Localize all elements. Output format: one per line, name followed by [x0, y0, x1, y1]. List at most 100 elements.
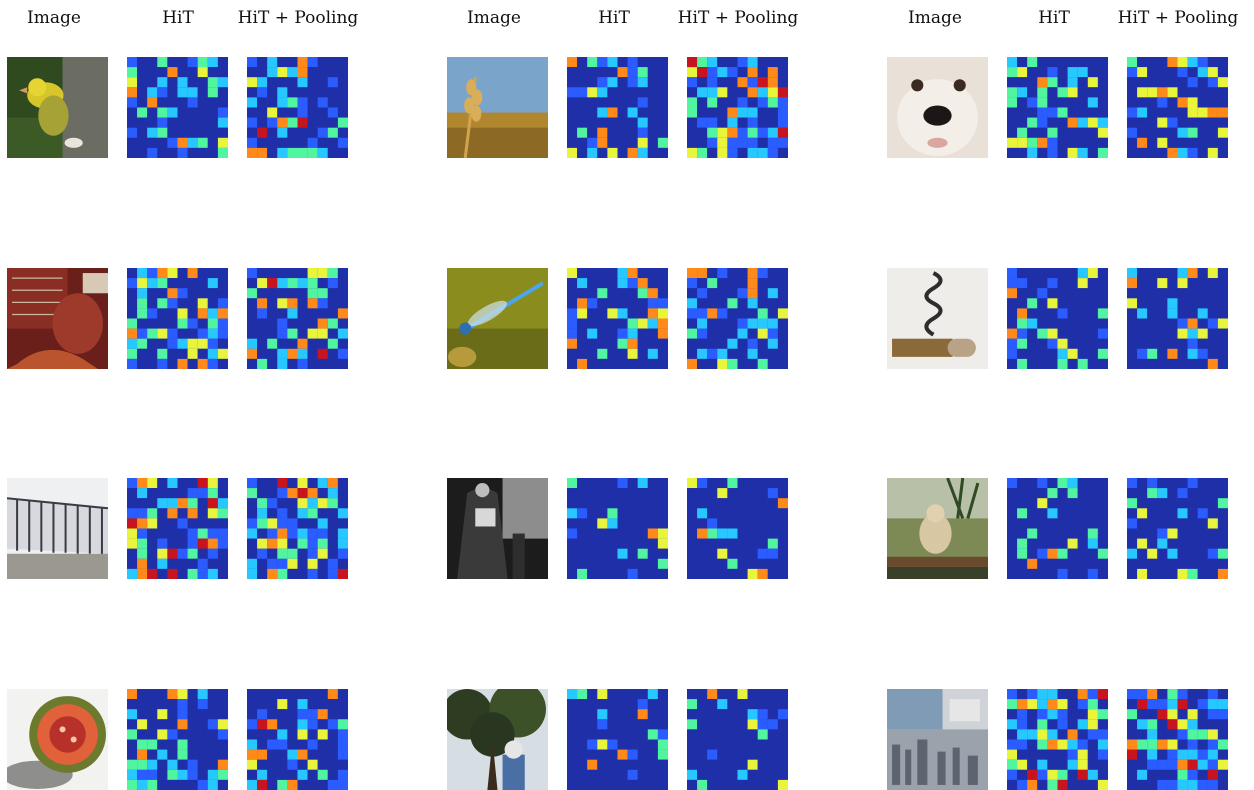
heatmap-cell — [1127, 759, 1138, 770]
heatmap-cell — [1047, 548, 1058, 559]
heatmap-cell — [1097, 699, 1108, 710]
heatmap-cell — [147, 568, 158, 579]
heatmap-cell — [737, 318, 748, 329]
heatmap-cell — [1207, 127, 1218, 138]
heatmap-cell — [747, 147, 758, 158]
heatmap-cell — [1207, 558, 1218, 569]
heatmap-cell — [257, 127, 268, 138]
heatmap-cell — [167, 699, 178, 710]
heatmap-hit-pooling-cloth — [247, 268, 348, 369]
heatmap-cell — [1147, 127, 1158, 138]
heatmap-cell — [217, 548, 228, 559]
heatmap-cell — [337, 358, 348, 369]
heatmap-cell — [1217, 759, 1228, 770]
heatmap-cell — [1037, 288, 1048, 299]
heatmap-cell — [587, 518, 598, 529]
heatmap-cell — [767, 779, 778, 790]
heatmap-cell — [217, 729, 228, 740]
heatmap-cell — [247, 719, 258, 730]
heatmap-cell — [1027, 278, 1038, 289]
heatmap-cell — [337, 318, 348, 329]
header-image-1: Image — [27, 8, 81, 28]
heatmap-cell — [1167, 558, 1178, 569]
heatmap-cell — [687, 318, 698, 329]
heatmap-cell — [337, 87, 348, 98]
heatmap-cell — [1007, 308, 1018, 319]
heatmap-cell — [1047, 568, 1058, 579]
heatmap-cell — [1077, 568, 1088, 579]
heatmap-cell — [1087, 298, 1098, 309]
heatmap-cell — [617, 268, 628, 279]
heatmap-cell — [127, 147, 138, 158]
heatmap-cell — [197, 77, 208, 88]
heatmap-cell — [137, 308, 148, 319]
heatmap-cell — [1147, 508, 1158, 519]
heatmap-cell — [1197, 749, 1208, 760]
heatmap-cell — [707, 308, 718, 319]
heatmap-cell — [757, 478, 768, 489]
heatmap-cell — [287, 779, 298, 790]
header-hit-pooling-2: HiT + Pooling — [677, 8, 799, 28]
heatmap-cell — [1007, 57, 1018, 68]
heatmap-cell — [327, 558, 338, 569]
heatmap-cell — [707, 498, 718, 509]
heatmap-cell — [627, 729, 638, 740]
heatmap-cell — [157, 538, 168, 549]
heatmap-cell — [207, 568, 218, 579]
heatmap-cell — [567, 508, 578, 519]
heatmap-cell — [177, 328, 188, 339]
heatmap-cell — [1037, 298, 1048, 309]
heatmap-cell — [727, 528, 738, 539]
heatmap-cell — [727, 147, 738, 158]
heatmap-cell — [767, 759, 778, 770]
heatmap-cell — [1217, 699, 1228, 710]
heatmap-cell — [137, 328, 148, 339]
heatmap-cell — [567, 769, 578, 780]
heatmap-cell — [767, 97, 778, 108]
heatmap-cell — [747, 278, 758, 289]
heatmap-cell — [267, 288, 278, 299]
heatmap-cell — [247, 147, 258, 158]
heatmap-cell — [617, 67, 628, 78]
heatmap-cell — [727, 699, 738, 710]
heatmap-cell — [657, 699, 668, 710]
heatmap-cell — [287, 759, 298, 770]
heatmap-cell — [637, 538, 648, 549]
heatmap-cell — [587, 498, 598, 509]
heatmap-cell — [287, 358, 298, 369]
heatmap-cell — [1067, 338, 1078, 349]
heatmap-cell — [707, 689, 718, 700]
heatmap-cell — [147, 749, 158, 760]
heatmap-cell — [747, 568, 758, 579]
heatmap-cell — [1187, 548, 1198, 559]
heatmap-cell — [687, 689, 698, 700]
heatmap-cell — [1127, 528, 1138, 539]
heatmap-cell — [737, 548, 748, 559]
heatmap-cell — [647, 67, 658, 78]
heatmap-cell — [167, 328, 178, 339]
heatmap-cell — [167, 298, 178, 309]
heatmap-cell — [1217, 729, 1228, 740]
heatmap-cell — [1077, 107, 1088, 118]
heatmap-cell — [267, 147, 278, 158]
heatmap-cell — [327, 729, 338, 740]
heatmap-cell — [267, 358, 278, 369]
heatmap-cell — [737, 278, 748, 289]
heatmap-cell — [1187, 127, 1198, 138]
heatmap-cell — [217, 508, 228, 519]
heatmap-cell — [277, 548, 288, 559]
heatmap-cell — [1147, 318, 1158, 329]
heatmap-cell — [277, 508, 288, 519]
heatmap-cell — [727, 558, 738, 569]
heatmap-cell — [647, 278, 658, 289]
heatmap-cell — [1187, 288, 1198, 299]
heatmap-cell — [267, 338, 278, 349]
heatmap-cell — [1017, 478, 1028, 489]
heatmap-cell — [1037, 358, 1048, 369]
heatmap-cell — [207, 117, 218, 128]
heatmap-cell — [687, 769, 698, 780]
heatmap-cell — [287, 478, 298, 489]
heatmap-cell — [657, 508, 668, 519]
heatmap-cell — [647, 127, 658, 138]
heatmap-cell — [217, 478, 228, 489]
